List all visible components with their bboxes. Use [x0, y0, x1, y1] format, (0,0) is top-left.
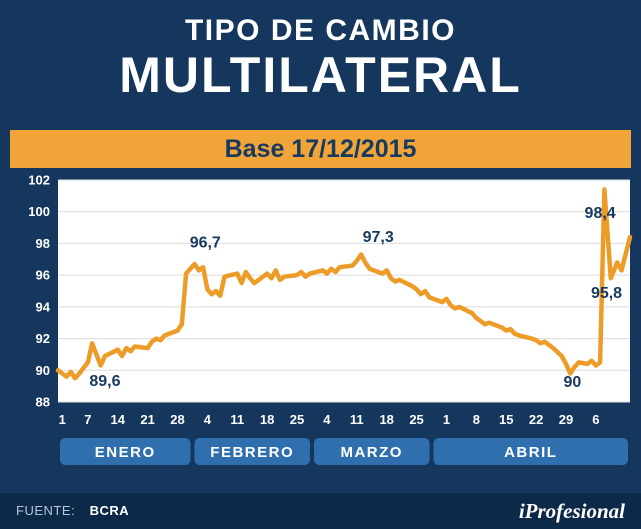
x-axis-label: 8 — [473, 412, 480, 427]
data-label: 89,6 — [89, 373, 120, 390]
month-label: ENERO — [95, 444, 156, 461]
month-band — [313, 438, 430, 465]
x-axis-label: 4 — [204, 412, 212, 427]
footer: FUENTE: BCRA iProfesional — [0, 493, 641, 529]
exchange-rate-line — [55, 187, 633, 381]
y-axis-label: 96 — [36, 268, 50, 283]
x-axis-label: 1 — [59, 412, 66, 427]
header: TIPO DE CAMBIO MULTILATERAL — [0, 0, 641, 130]
x-axis-label: 18 — [379, 412, 393, 427]
data-label: 97,3 — [363, 229, 394, 246]
source: FUENTE: BCRA — [16, 502, 129, 520]
x-axis-label: 11 — [350, 412, 364, 427]
y-axis-label: 88 — [36, 395, 50, 410]
x-axis-label: 28 — [170, 412, 184, 427]
x-axis-label: 29 — [559, 412, 573, 427]
y-axis-label: 94 — [36, 299, 51, 314]
y-axis-label: 102 — [28, 173, 50, 188]
x-axis-label: 7 — [84, 412, 91, 427]
data-label: 98,4 — [585, 205, 616, 222]
title-line2: MULTILATERAL — [119, 47, 522, 103]
x-axis-label: 11 — [230, 412, 244, 427]
x-axis-label: 25 — [409, 412, 423, 427]
data-label: 95,8 — [591, 285, 622, 302]
x-axis-label: 6 — [592, 412, 599, 427]
y-axis-label: 98 — [36, 236, 50, 251]
month-label: FEBRERO — [210, 444, 294, 461]
x-axis-label: 4 — [323, 412, 331, 427]
month-band — [433, 438, 628, 465]
month-band — [194, 438, 310, 465]
month-label: ABRIL — [504, 444, 557, 461]
plot-background — [58, 180, 630, 402]
x-axis-label: 21 — [140, 412, 154, 427]
y-axis-label: 92 — [36, 331, 50, 346]
source-label: FUENTE: — [16, 503, 76, 518]
y-axis-label: 100 — [28, 204, 50, 219]
x-axis-label: 15 — [499, 412, 513, 427]
base-label: Base 17/12/2015 — [224, 134, 417, 163]
base-banner: Base 17/12/2015 — [10, 130, 631, 168]
data-label: 96,7 — [190, 234, 221, 251]
source-value: BCRA — [89, 503, 130, 518]
month-band — [60, 438, 191, 465]
title-line1: TIPO DE CAMBIO — [184, 14, 456, 47]
x-axis-label: 1 — [443, 412, 450, 427]
x-axis-label: 18 — [260, 412, 274, 427]
data-label: 90 — [563, 374, 581, 391]
x-axis-label: 14 — [111, 412, 126, 427]
x-axis-label: 22 — [529, 412, 543, 427]
month-label: MARZO — [340, 444, 403, 461]
x-axis-label: 25 — [290, 412, 304, 427]
brand-logo: iProfesional — [518, 498, 625, 523]
y-axis-label: 90 — [36, 363, 50, 378]
